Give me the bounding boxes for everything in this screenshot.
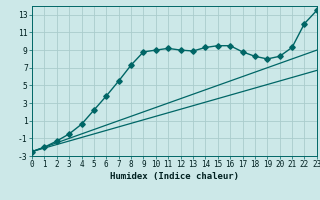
X-axis label: Humidex (Indice chaleur): Humidex (Indice chaleur) (110, 172, 239, 181)
